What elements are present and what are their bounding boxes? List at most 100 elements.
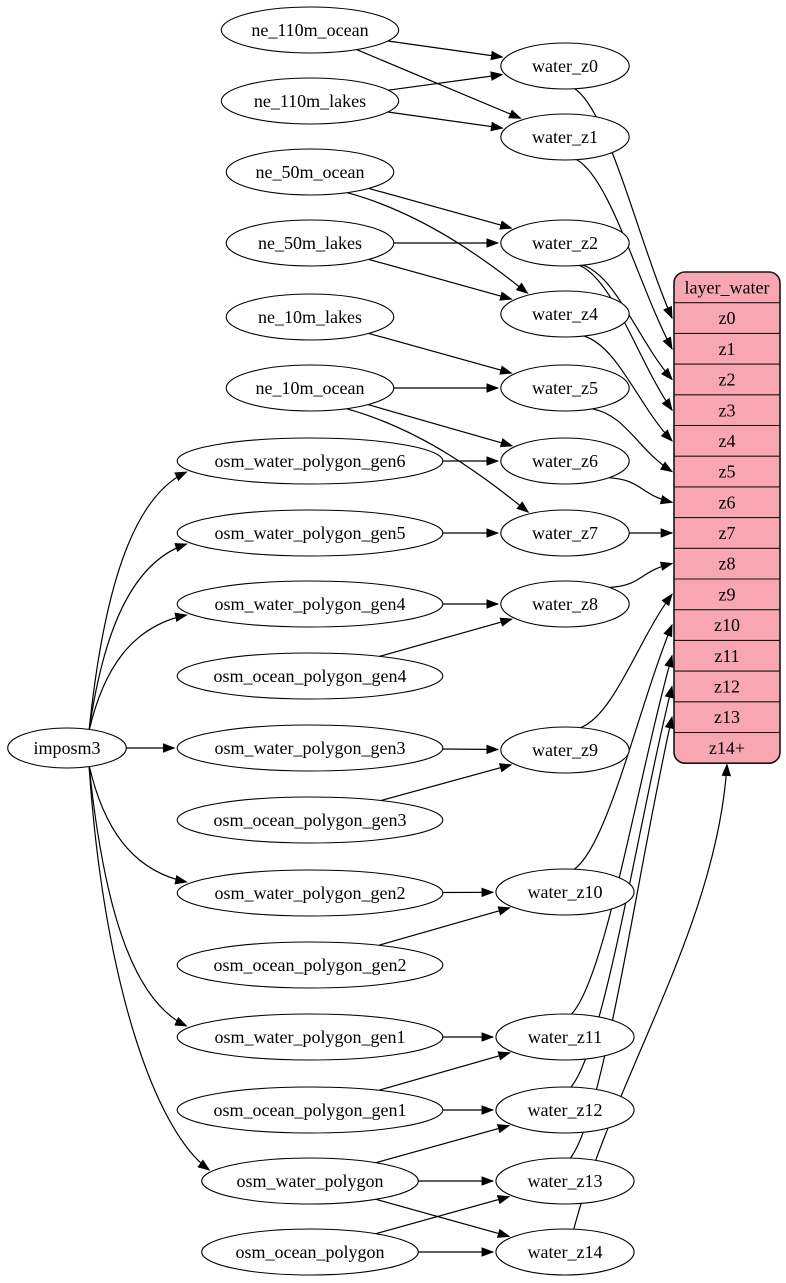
edge-osm_ocean_polygon_gen4-to-water_z8	[379, 617, 513, 657]
layer-water-row-label-z9: z9	[719, 585, 736, 605]
node-label-osm_water_polygon_gen2: osm_water_polygon_gen2	[215, 883, 406, 903]
node-imposm3: imposm3	[7, 727, 127, 769]
node-osm_water_polygon_gen6: osm_water_polygon_gen6	[176, 437, 444, 485]
edge-ne_50m_ocean-to-water_z4	[346, 192, 529, 295]
node-ne_10m_lakes: ne_10m_lakes	[225, 293, 395, 341]
edge-ne_110m_ocean-to-water_z1	[356, 49, 522, 119]
node-label-osm_water_polygon_gen3: osm_water_polygon_gen3	[215, 738, 406, 758]
edge-water_z14-to-layer_water-z14+	[573, 763, 732, 1230]
edge-water_z5-to-layer_water-z5	[592, 408, 674, 473]
node-label-ne_110m_lakes: ne_110m_lakes	[254, 91, 366, 111]
source-ellipse	[176, 1013, 444, 1061]
edge-imposm3-to-osm_water_polygon_gen2	[88, 764, 188, 885]
node-label-ne_10m_ocean: ne_10m_ocean	[256, 378, 365, 398]
edge-ne_10m_ocean-to-water_z6	[367, 404, 514, 448]
layer-water-row-label-z7: z7	[719, 523, 736, 543]
node-ne_110m_ocean: ne_110m_ocean	[220, 6, 400, 54]
node-water_z4: water_z4	[500, 290, 630, 338]
node-label-osm_ocean_polygon_gen2: osm_ocean_polygon_gen2	[214, 955, 407, 975]
edge-osm_ocean_polygon_gen2-to-water_z10	[378, 906, 511, 946]
node-label-water_z13: water_z13	[528, 1171, 603, 1191]
view-ellipse	[500, 42, 630, 90]
node-label-ne_110m_ocean: ne_110m_ocean	[251, 20, 368, 40]
edge-water_z8-to-layer_water-z8	[609, 561, 674, 589]
node-water_z11: water_z11	[495, 1013, 635, 1061]
edge-osm_water_polygon-to-water_z12	[375, 1124, 511, 1164]
node-label-ne_50m_ocean: ne_50m_ocean	[256, 162, 365, 182]
edge-water_z10-to-layer_water-z10	[573, 623, 673, 870]
source-ellipse	[225, 219, 395, 267]
view-ellipse	[500, 290, 630, 338]
importer-ellipse	[7, 727, 127, 769]
node-label-osm_water_polygon_gen4: osm_water_polygon_gen4	[215, 594, 406, 614]
source-ellipse	[220, 77, 400, 125]
edge-water_z6-to-layer_water-z6	[609, 477, 674, 505]
node-water_z2: water_z2	[500, 219, 630, 267]
view-ellipse	[500, 580, 630, 628]
edge-water_z2-to-layer_water-z3	[579, 264, 673, 412]
node-label-osm_water_polygon: osm_water_polygon	[237, 1171, 384, 1191]
node-label-ne_10m_lakes: ne_10m_lakes	[258, 307, 362, 327]
layer-water-row-label-z8: z8	[719, 554, 736, 574]
layer-water-row-label-z6: z6	[719, 492, 736, 512]
edge-osm_ocean_polygon-to-water_z13	[375, 1195, 511, 1235]
edge-ne_110m_ocean-to-water_z0	[387, 40, 504, 61]
node-label-osm_ocean_polygon_gen3: osm_ocean_polygon_gen3	[214, 810, 407, 830]
source-ellipse	[225, 293, 395, 341]
source-ellipse	[201, 1228, 419, 1276]
node-label-water_z6: water_z6	[532, 451, 598, 471]
node-label-osm_ocean_polygon_gen4: osm_ocean_polygon_gen4	[214, 666, 407, 686]
node-osm_ocean_polygon_gen3: osm_ocean_polygon_gen3	[176, 796, 444, 844]
view-ellipse	[500, 726, 630, 774]
view-ellipse	[500, 113, 630, 161]
view-ellipse	[495, 868, 635, 916]
node-label-water_z2: water_z2	[532, 233, 598, 253]
layer-water-row-label-z2: z2	[719, 370, 736, 390]
edge-osm_water_polygon_gen3-to-water_z9	[442, 744, 500, 755]
edge-water_z11-to-layer_water-z11	[571, 654, 674, 1015]
layer-water-table: layer_water z0 z1 z2 z3 z4 z5 z6 z7 z8 z9 z10 z11 z12…	[673, 271, 781, 765]
edge-ne_110m_lakes-to-water_z0	[388, 71, 504, 91]
node-label-water_z11: water_z11	[528, 1027, 602, 1047]
view-ellipse	[500, 509, 630, 557]
node-label-osm_water_polygon_gen5: osm_water_polygon_gen5	[215, 523, 406, 543]
node-osm_ocean_polygon_gen4: osm_ocean_polygon_gen4	[176, 652, 444, 700]
edge-water_z9-to-layer_water-z9	[580, 593, 673, 729]
layer-water-title: layer_water	[685, 277, 770, 297]
node-water_z7: water_z7	[500, 509, 630, 557]
edge-ne_50m_ocean-to-water_z2	[368, 187, 513, 230]
layer-water-row-label-z1: z1	[719, 339, 736, 359]
node-osm_water_polygon_gen2: osm_water_polygon_gen2	[176, 869, 444, 917]
node-label-osm_ocean_polygon_gen1: osm_ocean_polygon_gen1	[214, 1100, 407, 1120]
view-ellipse	[495, 1157, 635, 1205]
layer-water-row-label-z0: z0	[719, 308, 736, 328]
node-water_z14: water_z14	[495, 1228, 635, 1276]
nodes-layer: ne_110m_ocean ne_110m_lakes ne_50m_oceanne…	[7, 6, 635, 1276]
node-label-osm_water_polygon_gen1: osm_water_polygon_gen1	[215, 1027, 406, 1047]
source-ellipse	[225, 364, 395, 412]
node-label-osm_water_polygon_gen6: osm_water_polygon_gen6	[215, 451, 406, 471]
layer-water-row-label-z13: z13	[714, 707, 740, 727]
source-ellipse	[225, 148, 395, 196]
edge-ne_110m_lakes-to-water_z1	[387, 111, 504, 132]
node-label-water_z10: water_z10	[528, 882, 603, 902]
node-label-water_z0: water_z0	[532, 56, 598, 76]
node-ne_50m_ocean: ne_50m_ocean	[225, 148, 395, 196]
source-ellipse	[176, 941, 444, 989]
node-label-water_z9: water_z9	[532, 740, 598, 760]
edge-ne_50m_lakes-to-water_z4	[368, 258, 513, 301]
node-osm_water_polygon_gen5: osm_water_polygon_gen5	[176, 509, 444, 557]
node-water_z9: water_z9	[500, 726, 630, 774]
source-ellipse	[176, 437, 444, 485]
source-ellipse	[176, 1086, 444, 1134]
layer-water-row-label-z5: z5	[719, 462, 736, 482]
edge-osm_ocean_polygon_gen1-to-water_z11	[378, 1051, 511, 1091]
node-ne_10m_ocean: ne_10m_ocean	[225, 364, 395, 412]
layer-water-row-label-z11: z11	[714, 646, 739, 666]
node-ne_110m_lakes: ne_110m_lakes	[220, 77, 400, 125]
source-ellipse	[201, 1157, 419, 1205]
layer-water-row-label-z14+: z14+	[709, 738, 745, 758]
source-ellipse	[220, 6, 400, 54]
node-water_z13: water_z13	[495, 1157, 635, 1205]
